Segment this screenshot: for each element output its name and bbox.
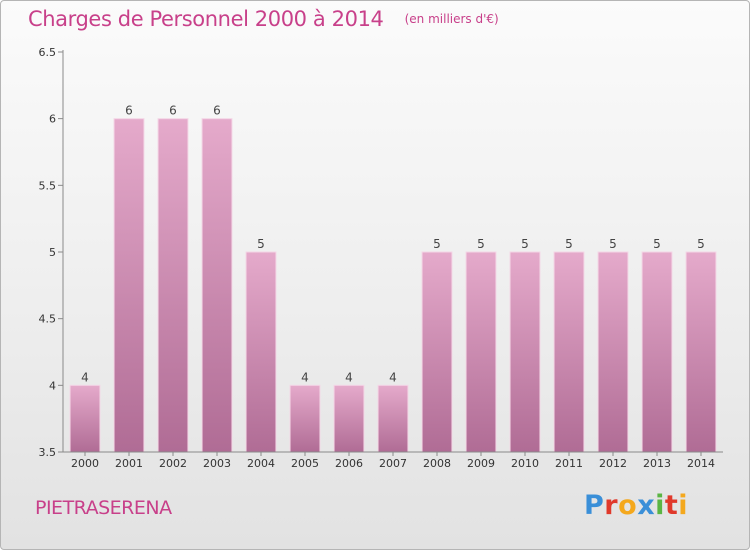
bar xyxy=(641,251,673,453)
chart-title-block: Charges de Personnel 2000 à 2014 (en mil… xyxy=(28,7,499,31)
bar-value-label: 5 xyxy=(697,237,705,251)
bar xyxy=(377,384,409,453)
x-tick-label: 2003 xyxy=(203,457,231,470)
x-tick-label: 2002 xyxy=(159,457,187,470)
x-tick-label: 2004 xyxy=(247,457,275,470)
x-tick-label: 2012 xyxy=(599,457,627,470)
bar xyxy=(421,251,453,453)
y-tick-label: 4.5 xyxy=(39,313,57,326)
x-axis: 2000 2001 2002 2003 2004 2005 2006 2007 2008 2009… xyxy=(63,451,723,470)
x-tick-label: 2009 xyxy=(467,457,495,470)
bar-value-label: 5 xyxy=(257,237,265,251)
bar xyxy=(333,384,365,453)
bar-value-label: 6 xyxy=(213,104,221,118)
place-name: PIETRASERENA xyxy=(35,497,172,519)
chart-subtitle: (en milliers d'€) xyxy=(404,12,499,26)
bars: 4 6 6 6 5 4 4 4 5 5 5 5 5 5 5 xyxy=(69,104,717,453)
x-tick-label: 2011 xyxy=(555,457,583,470)
y-tick-label: 5 xyxy=(49,246,56,259)
bar xyxy=(685,251,717,453)
y-tick-label: 5.5 xyxy=(39,179,57,192)
bar xyxy=(509,251,541,453)
y-tick-label: 6.5 xyxy=(39,46,57,59)
x-tick-label: 2006 xyxy=(335,457,363,470)
bar-value-label: 5 xyxy=(609,237,617,251)
bar xyxy=(553,251,585,453)
logo-letter: P xyxy=(584,490,605,521)
proxiti-logo[interactable]: Proxiti xyxy=(584,490,688,521)
bar-value-label: 5 xyxy=(477,237,485,251)
bar-value-label: 4 xyxy=(389,370,397,384)
bar xyxy=(113,118,145,453)
logo-letter: o xyxy=(618,490,638,521)
bar-value-label: 5 xyxy=(653,237,661,251)
bar-value-label: 4 xyxy=(345,370,353,384)
bar-value-label: 4 xyxy=(301,370,309,384)
logo-letter: x xyxy=(637,490,656,521)
bar xyxy=(69,384,101,453)
x-tick-label: 2013 xyxy=(643,457,671,470)
y-tick-label: 6 xyxy=(49,113,56,126)
y-axis: 3.5 4 4.5 5 5.5 6 6.5 xyxy=(39,46,64,459)
logo-letter: r xyxy=(604,490,619,521)
x-tick-label: 2001 xyxy=(115,457,143,470)
y-tick-label: 4 xyxy=(49,379,56,392)
bar xyxy=(597,251,629,453)
bar-value-label: 6 xyxy=(169,104,177,118)
x-tick-label: 2005 xyxy=(291,457,319,470)
logo-letter: t xyxy=(664,490,679,521)
y-tick-label: 3.5 xyxy=(39,446,57,459)
x-tick-label: 2010 xyxy=(511,457,539,470)
bar-value-label: 5 xyxy=(433,237,441,251)
chart-title: Charges de Personnel 2000 à 2014 xyxy=(28,7,384,31)
logo-letter: i xyxy=(678,490,689,521)
bar xyxy=(245,251,277,453)
x-tick-label: 2008 xyxy=(423,457,451,470)
bar-value-label: 5 xyxy=(521,237,529,251)
bar xyxy=(157,118,189,453)
bar xyxy=(465,251,497,453)
x-tick-label: 2000 xyxy=(71,457,99,470)
x-tick-label: 2007 xyxy=(379,457,407,470)
bar xyxy=(289,384,321,453)
x-tick-label: 2014 xyxy=(687,457,715,470)
bar xyxy=(201,118,233,453)
bar-value-label: 4 xyxy=(81,370,89,384)
bar-value-label: 5 xyxy=(565,237,573,251)
bar-value-label: 6 xyxy=(125,104,133,118)
logo-letter: i xyxy=(655,490,665,521)
